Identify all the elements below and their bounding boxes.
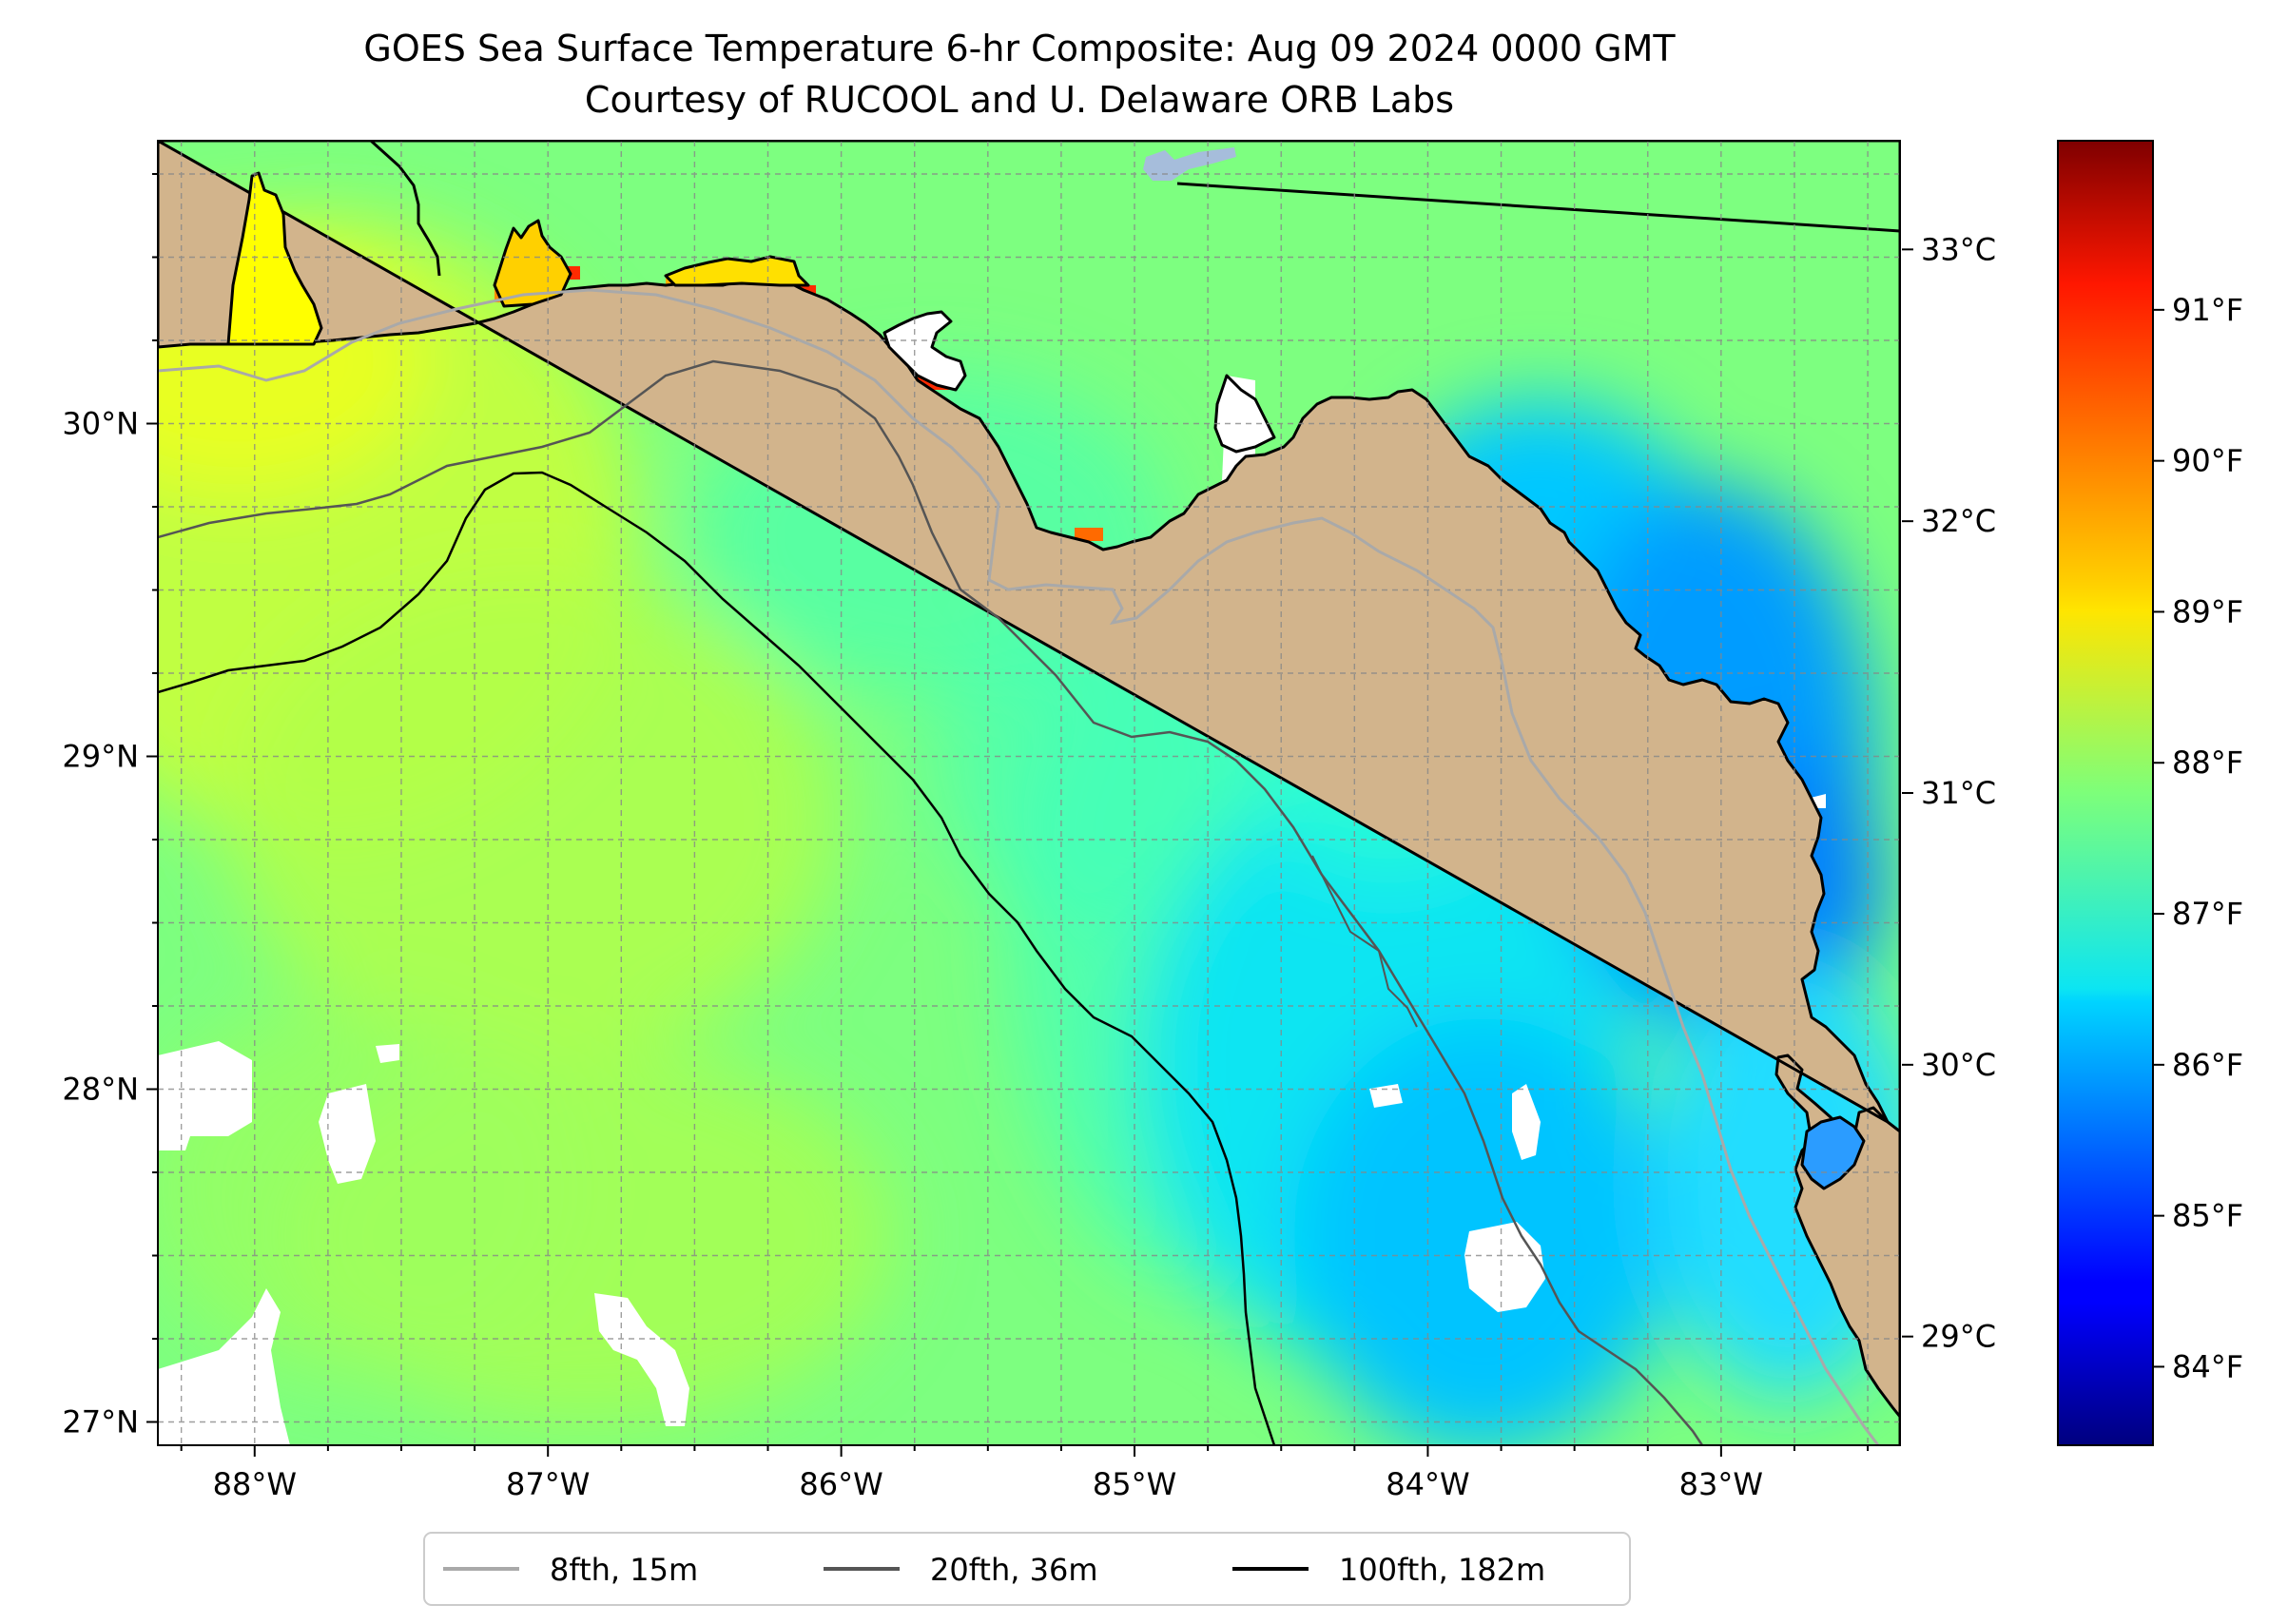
- lon-tick-label: 84°W: [1386, 1466, 1469, 1502]
- fahrenheit-tick-label: 89°F: [2172, 593, 2243, 629]
- celsius-tick-label: 33°C: [1921, 231, 1996, 267]
- legend-frame: [423, 1532, 1631, 1606]
- lon-tick-label: 86°W: [799, 1466, 882, 1502]
- land: [158, 141, 1900, 1445]
- legend-label: 100fth, 182m: [1339, 1552, 1545, 1588]
- lat-tick-label: 30°N: [62, 406, 139, 442]
- figure-title: GOES Sea Surface Temperature 6-hr Compos…: [363, 28, 1676, 69]
- celsius-tick-label: 32°C: [1921, 503, 1996, 539]
- longitude-axis: 88°W 87°W 86°W 85°W 84°W 83°W: [180, 1445, 1870, 1502]
- fahrenheit-tick-label: 91°F: [2172, 292, 2243, 328]
- colorbar-gradient: [2057, 140, 2154, 1446]
- fahrenheit-tick-label: 85°F: [2172, 1198, 2243, 1234]
- fahrenheit-tick-label: 84°F: [2172, 1348, 2243, 1384]
- isobath-8fth-15m: [158, 288, 1880, 1445]
- lat-tick-label: 29°N: [62, 739, 139, 775]
- sst-map: [158, 141, 1900, 1445]
- coastal-bays: [226, 171, 1866, 1190]
- latitude-axis: 27°N 28°N 29°N 30°N: [62, 173, 158, 1440]
- legend-label: 8fth, 15m: [550, 1552, 698, 1588]
- lon-tick-label: 88°W: [213, 1466, 297, 1502]
- isobath-extra: [1311, 855, 1418, 1028]
- isobath-100fth-182m: [158, 471, 1276, 1445]
- celsius-tick-label: 31°C: [1921, 775, 1996, 811]
- celsius-tick-label: 30°C: [1921, 1047, 1996, 1083]
- lat-tick-label: 28°N: [62, 1072, 139, 1108]
- lon-tick-label: 83°W: [1679, 1466, 1763, 1502]
- fahrenheit-tick-label: 87°F: [2172, 896, 2243, 932]
- lat-tick-label: 27°N: [62, 1404, 139, 1440]
- legend-label: 20fth, 36m: [930, 1552, 1097, 1588]
- lake: [1143, 147, 1236, 181]
- gridlines: [158, 141, 1900, 1445]
- lon-tick-label: 87°W: [506, 1466, 590, 1502]
- fahrenheit-tick-label: 86°F: [2172, 1047, 2243, 1083]
- colorbar: 29°C 30°C 31°C 32°C 33°C 84°F 85°F 86°F 87°F 88°…: [1902, 140, 2243, 1446]
- isobath-20fth-36m: [158, 359, 1704, 1445]
- colorbar-celsius-axis: 29°C 30°C 31°C 32°C 33°C: [1902, 231, 1996, 1355]
- fahrenheit-tick-label: 88°F: [2172, 744, 2243, 781]
- state-border: [1176, 182, 1900, 233]
- celsius-tick-label: 29°C: [1921, 1319, 1996, 1355]
- map-frame: [157, 140, 1901, 1446]
- state-border-west: [369, 141, 441, 277]
- legend: 8fth, 15m 20fth, 36m 100fth, 182m: [423, 1532, 1631, 1606]
- fahrenheit-tick-label: 90°F: [2172, 443, 2243, 479]
- lon-tick-label: 85°W: [1093, 1466, 1176, 1502]
- colorbar-fahrenheit-axis: 84°F 85°F 86°F 87°F 88°F 89°F 90°F 91°F: [2153, 292, 2243, 1384]
- figure-subtitle: Courtesy of RUCOOL and U. Delaware ORB L…: [585, 79, 1454, 121]
